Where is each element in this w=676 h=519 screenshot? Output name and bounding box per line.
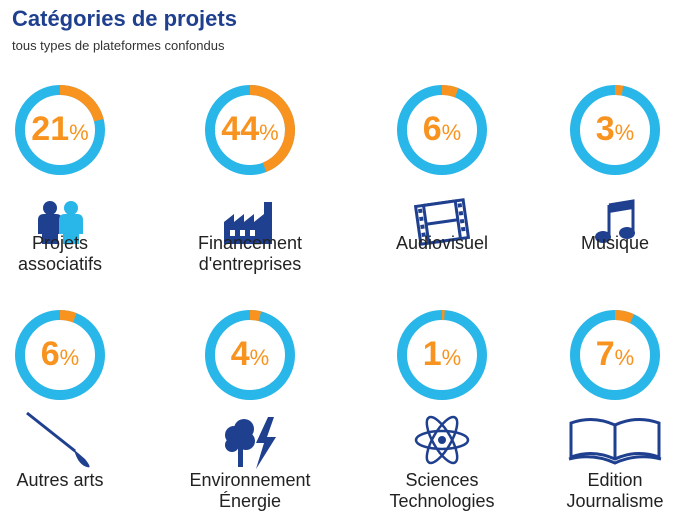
percentage-value: 7% [530,335,676,374]
percentage-number: 6 [40,335,60,373]
category-label-line1: Edition [587,470,643,490]
percentage-unit: % [249,345,270,370]
category-label-line2: associatifs [17,254,103,274]
donut-slice [397,310,487,400]
category-card: 7% Edition Journalisme [530,305,676,515]
category-label: Musique [530,233,676,254]
category-label: Audiovisuel [357,233,527,254]
donut-slice [570,310,660,400]
percentage-unit: % [259,120,279,145]
category-label: Financement d'entreprises [165,233,335,275]
donut-slice [205,85,295,175]
donut-chart [205,310,295,400]
category-card: 21% Projets associatifs [0,80,145,290]
donut-chart [397,85,487,175]
percentage-value: 44% [165,110,335,149]
percentage-number: 4 [230,335,250,373]
percentage-value: 1% [357,335,527,374]
donut-chart [205,85,295,175]
paintbrush-icon [25,411,95,476]
category-label-line1: Autres arts [16,470,104,490]
donut-chart [570,85,660,175]
category-card: 1% Sciences Technologies [357,305,527,515]
tree-lightning-icon [220,415,280,476]
category-card: 6% Audiovisuel [357,80,527,290]
category-label-line1: Musique [580,233,650,253]
category-label-line1: Environnement [189,470,311,490]
category-label-line1: Audiovisuel [395,233,489,253]
film-icon [413,197,471,252]
category-label-line1: Sciences [405,470,479,490]
percentage-value: 6% [357,110,527,149]
category-label: Sciences Technologies [357,470,527,512]
percentage-unit: % [441,345,462,370]
category-label: Edition Journalisme [530,470,676,512]
category-label-line2: Technologies [389,491,495,511]
category-card: 4% Environnement Énergie [165,305,335,515]
percentage-value: 4% [165,335,335,374]
percentage-value: 3% [530,110,676,149]
percentage-number: 44 [221,110,260,148]
percentage-number: 21 [31,110,70,148]
donut-slice [205,310,295,400]
category-label-line1: Projets [31,233,89,253]
percentage-unit: % [441,120,462,145]
page-subtitle: tous types de plateformes confondus [12,38,225,53]
percentage-value: 6% [0,335,145,374]
percentage-unit: % [614,345,635,370]
donut-chart [397,310,487,400]
percentage-number: 1 [422,335,442,373]
category-card: 6% Autres arts [0,305,145,515]
people-icon [35,200,85,249]
percentage-unit: % [69,120,89,145]
category-card: 3% Musique [530,80,676,290]
percentage-unit: % [614,120,635,145]
donut-chart [15,85,105,175]
atom-icon [414,415,470,470]
factory-icon [222,200,278,249]
donut-slice [15,85,105,175]
category-label-line1: Financement [197,233,303,253]
donut-slice [397,85,487,175]
percentage-number: 3 [595,110,615,148]
category-label-line2: Énergie [218,491,282,511]
category-label: Projets associatifs [0,233,145,275]
category-label-line2: Journalisme [566,491,664,511]
percentage-value: 21% [0,110,145,149]
category-card: 44% Financement d'entreprises [165,80,335,290]
music-note-icon [593,199,637,250]
category-label: Environnement Énergie [165,470,335,512]
open-book-icon [567,415,663,470]
donut-slice [570,85,660,175]
donut-chart [15,310,105,400]
donut-slice [15,310,105,400]
category-label-line2: d'entreprises [198,254,302,274]
percentage-unit: % [59,345,80,370]
donut-chart [570,310,660,400]
page-title: Catégories de projets [12,6,237,31]
category-label: Autres arts [0,470,145,491]
percentage-number: 6 [422,110,442,148]
percentage-number: 7 [595,335,615,373]
